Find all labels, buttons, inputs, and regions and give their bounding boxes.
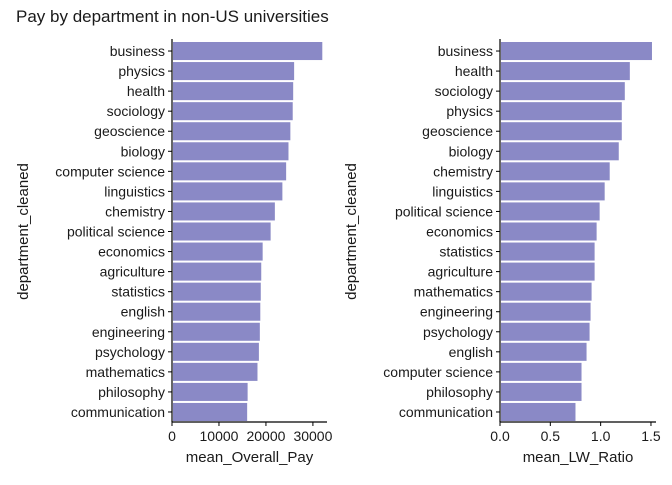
y-tick-label: political science <box>67 224 165 240</box>
bar-engineering <box>173 322 260 341</box>
bar-linguistics <box>173 182 283 201</box>
y-tick-label: business <box>110 43 165 59</box>
bar-statistics <box>501 242 595 261</box>
y-tick-label: linguistics <box>432 183 493 199</box>
y-tick-label: english <box>121 304 165 320</box>
bar-chemistry <box>501 162 610 181</box>
bar-biology <box>501 142 619 161</box>
y-tick-label: economics <box>98 244 165 260</box>
y-tick-label: business <box>438 43 493 59</box>
y-tick-label: sociology <box>435 83 493 99</box>
y-tick-label: engineering <box>420 304 493 320</box>
bar-linguistics <box>501 182 605 201</box>
bar-biology <box>173 142 289 161</box>
bar-agriculture <box>173 262 262 281</box>
bar-business <box>173 42 323 61</box>
x-tick-label: 10000 <box>200 428 239 444</box>
bar-computer-science <box>501 362 582 381</box>
y-axis-title: department_cleaned <box>343 163 360 300</box>
x-tick-label: 1.0 <box>591 428 611 444</box>
y-tick-label: communication <box>71 404 165 420</box>
y-tick-label: mathematics <box>414 284 493 300</box>
x-tick-label: 0.5 <box>541 428 561 444</box>
x-tick-label: 20000 <box>246 428 285 444</box>
y-tick-label: linguistics <box>104 183 165 199</box>
bar-english <box>501 342 587 361</box>
bar-economics <box>173 242 263 261</box>
y-tick-label: physics <box>446 103 493 119</box>
bar-mathematics <box>173 362 258 381</box>
y-tick-label: engineering <box>92 324 165 340</box>
y-tick-label: physics <box>118 63 165 79</box>
bar-engineering <box>501 302 591 321</box>
y-tick-label: geoscience <box>422 123 493 139</box>
y-tick-label: statistics <box>439 244 493 260</box>
x-tick-label: 30000 <box>293 428 332 444</box>
y-tick-label: psychology <box>423 324 493 340</box>
y-tick-label: psychology <box>95 344 165 360</box>
bar-political-science <box>173 222 271 241</box>
chart-panel-1: business physics health sociology geoscience… <box>15 39 333 466</box>
bar-business <box>501 42 652 61</box>
y-tick-label: philosophy <box>98 384 165 400</box>
bar-sociology <box>173 102 293 121</box>
bar-physics <box>173 62 295 81</box>
chart-panel-2: business health sociology physics geoscience… <box>343 39 661 466</box>
y-tick-label: economics <box>426 224 493 240</box>
bar-geoscience <box>501 122 622 141</box>
x-axis-title: mean_Overall_Pay <box>186 449 314 466</box>
y-tick-label: mathematics <box>86 364 165 380</box>
y-tick-label: agriculture <box>428 264 494 280</box>
bar-geoscience <box>173 122 291 141</box>
bar-statistics <box>173 282 261 301</box>
bar-psychology <box>173 342 259 361</box>
bar-agriculture <box>501 262 595 281</box>
y-tick-label: computer science <box>55 163 165 179</box>
bar-economics <box>501 222 597 241</box>
bar-political-science <box>501 202 600 221</box>
y-tick-label: computer science <box>383 364 493 380</box>
y-tick-label: biology <box>449 143 493 159</box>
bar-health <box>501 62 630 81</box>
bar-computer-science <box>173 162 287 181</box>
y-tick-label: chemistry <box>433 163 493 179</box>
bar-mathematics <box>501 282 592 301</box>
bar-psychology <box>501 322 590 341</box>
bar-philosophy <box>501 382 582 401</box>
y-tick-label: chemistry <box>105 203 165 219</box>
bar-communication <box>173 402 248 421</box>
y-tick-label: political science <box>395 203 493 219</box>
bar-communication <box>501 402 576 421</box>
chart-panels: business physics health sociology geoscience… <box>15 39 661 466</box>
y-tick-label: english <box>449 344 493 360</box>
x-axis-title: mean_LW_Ratio <box>523 449 634 466</box>
bar-physics <box>501 102 622 121</box>
y-tick-label: communication <box>399 404 493 420</box>
y-tick-label: health <box>455 63 493 79</box>
bar-health <box>173 82 294 101</box>
y-tick-label: sociology <box>107 103 165 119</box>
bar-chemistry <box>173 202 275 221</box>
x-tick-label: 0.0 <box>490 428 510 444</box>
y-tick-label: health <box>127 83 165 99</box>
y-tick-label: statistics <box>111 284 165 300</box>
y-axis-title: department_cleaned <box>15 163 32 300</box>
bar-sociology <box>501 82 625 101</box>
y-tick-label: philosophy <box>426 384 493 400</box>
x-tick-label: 0 <box>168 428 176 444</box>
bar-english <box>173 302 261 321</box>
bar-philosophy <box>173 382 248 401</box>
chart-title: Pay by department in non-US universities <box>16 7 329 26</box>
y-tick-label: geoscience <box>94 123 165 139</box>
x-tick-label: 1.5 <box>641 428 661 444</box>
y-tick-label: agriculture <box>100 264 166 280</box>
y-tick-label: biology <box>121 143 165 159</box>
